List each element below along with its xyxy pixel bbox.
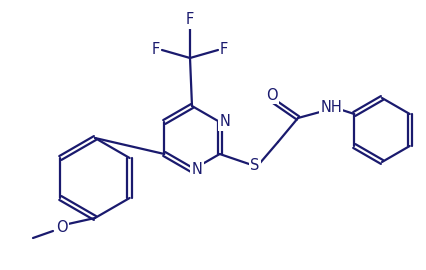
Text: N: N [192,163,202,177]
Text: F: F [220,42,228,58]
Text: N: N [219,114,230,130]
Text: O: O [266,87,278,103]
Text: F: F [186,12,194,28]
Text: NH: NH [320,100,342,114]
Text: S: S [250,157,260,173]
Text: O: O [56,221,68,235]
Text: F: F [152,42,160,58]
